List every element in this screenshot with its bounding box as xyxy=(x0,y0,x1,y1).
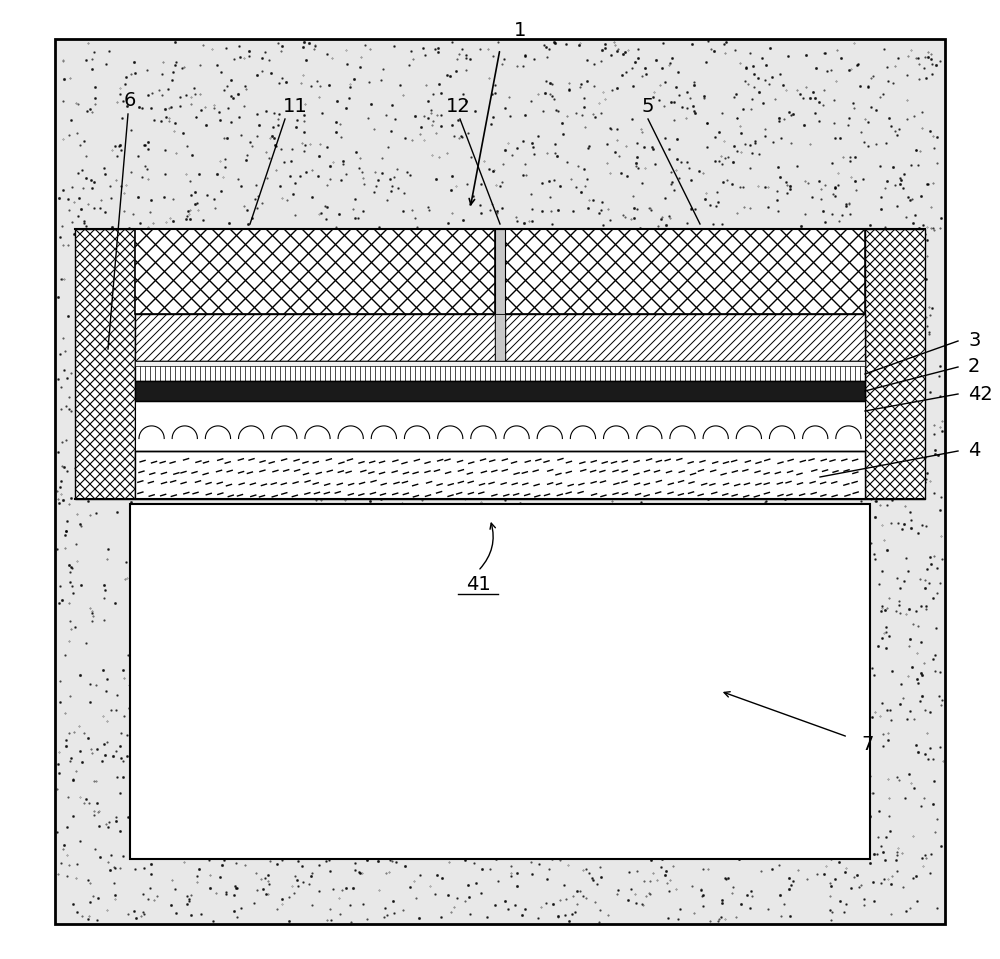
Polygon shape xyxy=(272,426,297,438)
Polygon shape xyxy=(803,426,828,438)
Polygon shape xyxy=(604,426,629,438)
Polygon shape xyxy=(338,426,363,438)
Bar xyxy=(135,401,865,451)
Polygon shape xyxy=(139,426,164,438)
Bar xyxy=(55,39,945,924)
Polygon shape xyxy=(537,426,562,438)
Text: 1: 1 xyxy=(514,21,526,40)
Polygon shape xyxy=(637,426,662,438)
Bar xyxy=(135,381,865,401)
Polygon shape xyxy=(570,426,596,438)
Text: 11: 11 xyxy=(283,97,307,115)
Polygon shape xyxy=(471,426,496,438)
Bar xyxy=(75,229,135,499)
Text: 7: 7 xyxy=(862,735,874,754)
Polygon shape xyxy=(769,426,795,438)
Text: 6: 6 xyxy=(124,91,136,110)
Bar xyxy=(135,401,865,451)
Bar xyxy=(55,39,945,924)
Text: 5: 5 xyxy=(642,97,654,115)
Text: 42: 42 xyxy=(968,385,993,404)
Polygon shape xyxy=(836,426,861,438)
Polygon shape xyxy=(239,426,264,438)
Text: 4: 4 xyxy=(968,441,980,460)
Polygon shape xyxy=(172,426,197,438)
Bar xyxy=(135,361,865,366)
Bar xyxy=(135,361,865,381)
Polygon shape xyxy=(438,426,463,438)
Bar xyxy=(135,361,865,381)
Text: 3: 3 xyxy=(968,332,980,350)
Bar xyxy=(135,229,495,314)
Bar xyxy=(135,314,495,361)
Polygon shape xyxy=(703,426,728,438)
Text: 12: 12 xyxy=(446,97,470,115)
Bar xyxy=(495,229,505,314)
Polygon shape xyxy=(504,426,529,438)
Bar xyxy=(135,451,865,499)
Bar xyxy=(495,314,505,361)
Bar xyxy=(135,451,865,499)
Polygon shape xyxy=(371,426,396,438)
Polygon shape xyxy=(305,426,330,438)
Polygon shape xyxy=(205,426,231,438)
Text: 41: 41 xyxy=(466,575,490,595)
Bar xyxy=(505,314,865,361)
Bar xyxy=(130,504,870,859)
Polygon shape xyxy=(404,426,430,438)
Polygon shape xyxy=(670,426,695,438)
Bar xyxy=(505,229,865,314)
Bar xyxy=(865,229,925,499)
Text: 2: 2 xyxy=(968,358,980,377)
Polygon shape xyxy=(736,426,761,438)
